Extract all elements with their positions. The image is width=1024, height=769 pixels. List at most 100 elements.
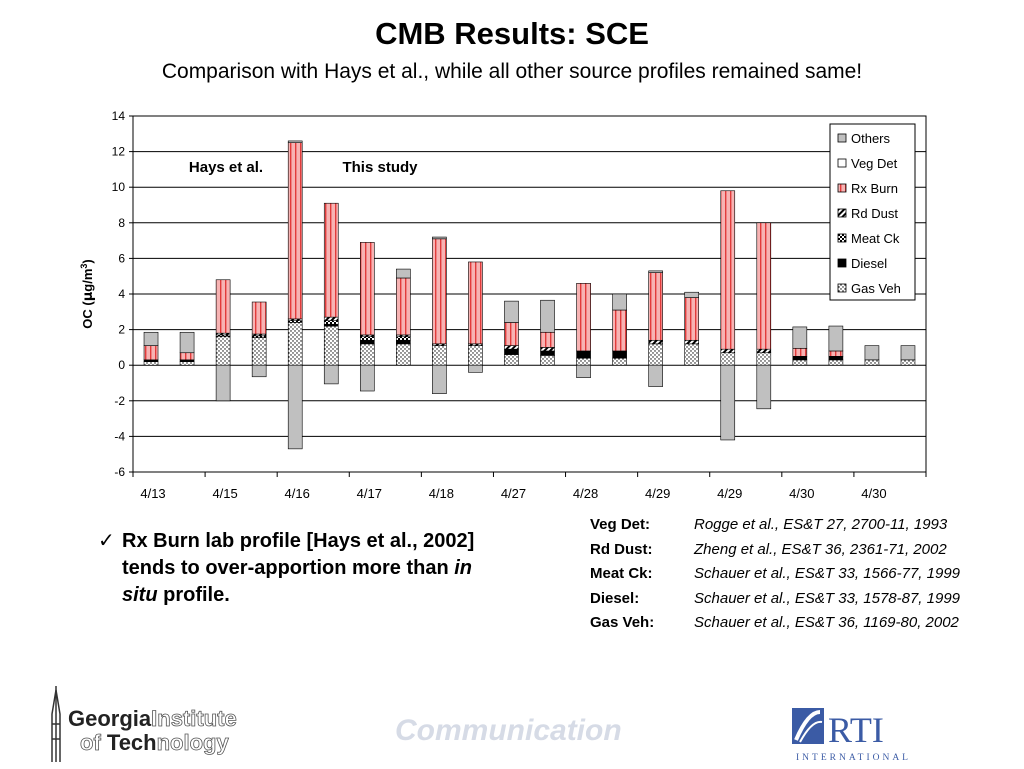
x-tick-label: 4/30 bbox=[789, 486, 814, 501]
bar-segment-rx-burn bbox=[504, 322, 519, 346]
reference-citation: Schauer et al., ES&T 33, 1566-77, 1999 bbox=[694, 565, 961, 582]
y-tick-label: -2 bbox=[114, 394, 125, 408]
x-tick-label: 4/15 bbox=[212, 486, 237, 501]
legend-label: Rx Burn bbox=[851, 181, 898, 196]
bar-segment-others bbox=[612, 293, 627, 311]
reference-citation: Schauer et al., ES&T 36, 1169-80, 2002 bbox=[694, 614, 959, 631]
communication-watermark: Communication bbox=[395, 714, 622, 747]
bar-segment-rx-burn bbox=[828, 350, 844, 357]
bar-segment-others bbox=[179, 331, 195, 354]
bar-segment-rx-burn bbox=[540, 331, 555, 348]
bar-segment-rx-burn bbox=[215, 279, 231, 334]
bar-segment-gas-veh bbox=[648, 343, 663, 366]
bar-segment-gas-veh bbox=[504, 354, 519, 366]
y-tick-label: -4 bbox=[114, 429, 125, 443]
legend-label: Others bbox=[851, 131, 891, 146]
legend-label: Gas Veh bbox=[851, 281, 901, 296]
bar-segment-diesel bbox=[828, 355, 844, 361]
bar-segment-rx-burn bbox=[359, 242, 375, 336]
reference-key: Diesel: bbox=[590, 589, 640, 607]
reference-citation: Schauer et al., ES&T 33, 1578-87, 1999 bbox=[694, 589, 961, 607]
bar-segment-rx-burn bbox=[612, 309, 627, 352]
bar-segment-others-negative bbox=[323, 364, 339, 385]
x-tick-label: 4/30 bbox=[861, 486, 886, 501]
bar-segment-gas-veh bbox=[143, 361, 159, 366]
svg-text:INTERNATIONAL: INTERNATIONAL bbox=[796, 753, 911, 763]
slide-subtitle: Comparison with Hays et al., while all o… bbox=[161, 60, 863, 83]
y-axis-ticks: 14 12 10 8 6 4 2 0 -2 -4 -6 bbox=[112, 109, 133, 479]
bar-segment-others-negative bbox=[215, 364, 231, 402]
bar-segment-rx-burn bbox=[576, 283, 591, 352]
legend-swatch bbox=[837, 158, 847, 168]
reference-row: Diesel: Schauer et al., ES&T 33, 1578-87,… bbox=[590, 590, 960, 615]
bar-segment-gas-veh bbox=[828, 359, 844, 366]
legend-swatch bbox=[837, 233, 847, 243]
bar-segment-others-negative bbox=[576, 364, 591, 378]
y-tick-label: 0 bbox=[118, 358, 125, 372]
y-tick-label: 4 bbox=[118, 287, 125, 301]
bar-segment-meat-ck bbox=[396, 336, 411, 341]
slide-title: CMB Results: SCE bbox=[375, 16, 649, 51]
legend: Others Veg Det Rx Burn Rd Dust Meat Ck Diesel… bbox=[829, 123, 916, 301]
y-tick-label: 14 bbox=[112, 109, 126, 123]
bar-segment-rx-burn bbox=[648, 272, 663, 341]
bar-segment-gas-veh bbox=[720, 352, 736, 366]
legend-swatch bbox=[837, 208, 847, 218]
legend-label: Rd Dust bbox=[851, 206, 898, 221]
bar-segment-rd-dust bbox=[756, 348, 772, 354]
bar-segment-others bbox=[900, 345, 916, 361]
bar-segment-others bbox=[540, 299, 555, 333]
x-tick-label: 4/16 bbox=[285, 486, 310, 501]
x-tick-label: 4/27 bbox=[501, 486, 526, 501]
bar-segment-gas-veh bbox=[612, 357, 627, 366]
bar-segment-gas-veh bbox=[468, 345, 483, 366]
reference-key: Rd Dust: bbox=[590, 540, 653, 558]
bar-segment-rx-burn bbox=[323, 202, 339, 318]
bar-segment-rx-burn bbox=[756, 222, 772, 350]
bar-segment-gas-veh bbox=[215, 336, 231, 366]
y-tick-label: 6 bbox=[118, 251, 125, 265]
bar-segment-gas-veh bbox=[287, 322, 303, 366]
bar-segment-gas-veh bbox=[756, 352, 772, 366]
bar-segment-others-negative bbox=[468, 364, 483, 373]
bar-segment-others bbox=[864, 345, 880, 361]
bar-segment-others bbox=[648, 270, 663, 273]
y-tick-label: 10 bbox=[112, 180, 126, 194]
rti-logo: RTI INTERNATIONAL bbox=[790, 704, 930, 769]
bar-segment-diesel bbox=[504, 348, 519, 355]
bar-segment-rd-dust bbox=[540, 347, 555, 352]
bar-segment-gas-veh bbox=[359, 343, 375, 366]
legend-label: Meat Ck bbox=[851, 231, 900, 246]
bar-segment-diesel bbox=[612, 350, 627, 359]
bar-segment-diesel bbox=[576, 350, 591, 359]
bar-segment-others-negative bbox=[359, 364, 375, 392]
bar-segment-rd-dust bbox=[504, 345, 519, 350]
y-tick-label: 2 bbox=[118, 323, 125, 337]
bar-segment-rx-burn bbox=[684, 297, 700, 341]
references-list: Veg Det: Rogge et al., ES&T 27, 2700-11, … bbox=[590, 516, 960, 639]
legend-label: Diesel bbox=[851, 256, 887, 271]
bar-segment-others bbox=[684, 291, 700, 298]
bar-segment-gas-veh bbox=[864, 359, 880, 366]
legend-swatch bbox=[837, 283, 847, 293]
x-tick-label: 4/29 bbox=[645, 486, 670, 501]
reference-key: Meat Ck: bbox=[590, 565, 653, 582]
bar-segment-others bbox=[504, 300, 519, 323]
x-tick-label: 4/28 bbox=[573, 486, 598, 501]
bar-segment-rx-burn bbox=[432, 238, 447, 345]
bar-segment-rx-burn bbox=[251, 301, 267, 335]
reference-key: Veg Det: bbox=[590, 516, 651, 533]
reference-citation: Rogge et al., ES&T 27, 2700-11, 1993 bbox=[694, 516, 948, 533]
bar-segment-rx-burn bbox=[179, 352, 195, 361]
x-tick-label: 4/18 bbox=[429, 486, 454, 501]
x-tick-label: 4/13 bbox=[140, 486, 165, 501]
bar-segment-rd-dust bbox=[684, 339, 700, 345]
legend-swatch bbox=[837, 258, 847, 268]
bar-segment-others bbox=[143, 331, 159, 346]
y-tick-label: -6 bbox=[114, 465, 125, 479]
bar-segment-gas-veh bbox=[323, 325, 339, 366]
bar-segment-gas-veh bbox=[251, 337, 267, 366]
bar-segment-others-negative bbox=[756, 364, 772, 410]
reference-row: Meat Ck: Schauer et al., ES&T 33, 1566-77… bbox=[590, 565, 960, 590]
